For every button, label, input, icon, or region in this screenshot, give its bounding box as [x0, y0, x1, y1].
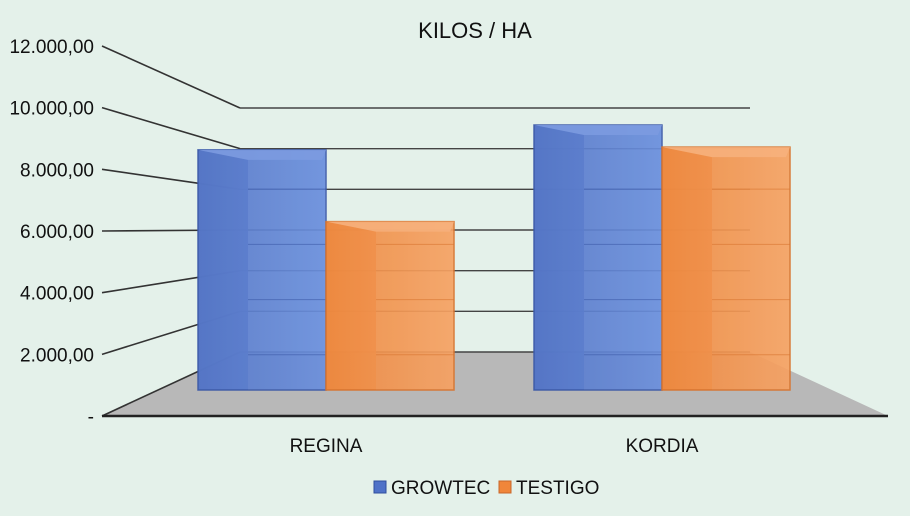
- legend-swatch-testigo: [498, 480, 512, 494]
- y-tick-label: 4.000,00: [20, 284, 94, 305]
- bar-top-growtec-kordia: [534, 125, 662, 135]
- bar-growtec-kordia: [533, 124, 663, 391]
- chart-title: KILOS / HA: [418, 18, 532, 43]
- category-label-regina: REGINA: [290, 436, 363, 457]
- category-label-kordia: KORDIA: [626, 436, 699, 457]
- bar-top-testigo-regina: [326, 221, 454, 232]
- bar-top-growtec-regina: [198, 149, 326, 160]
- y-tick-label: 10.000,00: [9, 99, 94, 120]
- gridline-diagonal: [101, 45, 241, 109]
- y-tick-label: 12.000,00: [9, 37, 94, 58]
- bar-growtec-regina: [197, 149, 327, 391]
- y-tick-label: 8.000,00: [20, 160, 94, 181]
- y-tick-label: -: [88, 407, 94, 428]
- legend-swatch-growtec: [373, 480, 387, 494]
- bar-testigo-kordia: [661, 146, 791, 391]
- gridline-diagonal: [101, 106, 241, 150]
- legend-label-growtec: GROWTEC: [391, 478, 490, 499]
- y-tick-label: 2.000,00: [20, 345, 94, 366]
- bar-top-testigo-kordia: [662, 147, 790, 158]
- y-tick-label: 6.000,00: [20, 222, 94, 243]
- legend: GROWTEC TESTIGO: [373, 478, 599, 499]
- legend-label-testigo: TESTIGO: [516, 478, 599, 499]
- bar-testigo-regina: [325, 220, 455, 391]
